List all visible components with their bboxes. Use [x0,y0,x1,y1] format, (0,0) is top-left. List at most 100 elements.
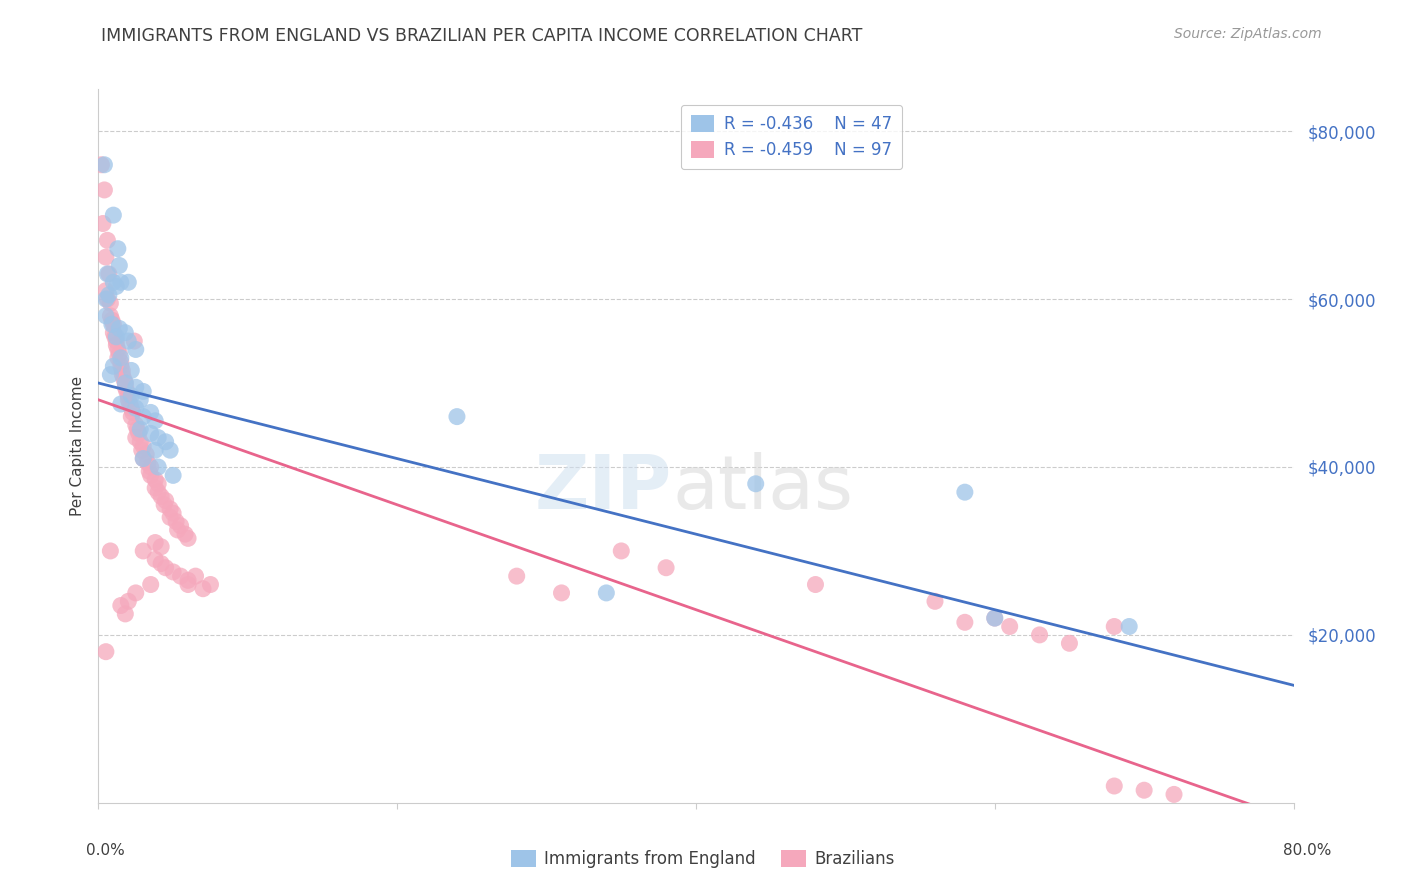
Point [96,292,118,306]
Point [174,527,197,541]
Point [112,372,135,386]
Point [98,544,122,558]
Point [159,443,181,458]
Point [94,645,117,659]
Point [177,574,200,588]
Point [104,330,127,344]
Point [97,267,120,281]
Point [143,473,166,487]
Point [136,456,159,470]
Point [139,460,162,475]
Point [155,560,177,574]
Point [103,359,125,374]
Point [131,443,153,458]
Point [155,493,177,508]
Point [148,476,170,491]
Point [114,607,136,621]
Point [804,577,827,591]
Point [177,532,200,546]
Point [114,376,136,390]
Point [162,565,184,579]
Point [117,392,139,407]
Point [96,267,118,281]
Point [177,577,200,591]
Point [1104,779,1126,793]
Point [129,434,152,449]
Point [120,363,142,377]
Point [143,535,166,549]
Text: ZIP: ZIP [534,452,672,525]
Point [1118,619,1140,633]
Point [94,250,117,264]
Point [169,518,191,533]
Point [90,158,112,172]
Point [150,489,173,503]
Point [132,439,155,453]
Point [101,313,124,327]
Point [139,405,162,419]
Point [162,468,184,483]
Point [110,275,132,289]
Point [110,599,132,613]
Point [148,431,170,445]
Point [165,515,187,529]
Point [108,346,131,360]
Point [120,401,142,416]
Text: 0.0%: 0.0% [86,843,125,858]
Point [128,426,150,441]
Point [111,363,134,377]
Point [125,343,148,357]
Text: 80.0%: 80.0% [1284,843,1331,858]
Point [125,417,148,432]
Point [93,158,115,172]
Point [96,233,118,247]
Legend: R = -0.436    N = 47, R = -0.459    N = 97: R = -0.436 N = 47, R = -0.459 N = 97 [681,104,903,169]
Point [103,318,125,332]
Point [98,368,122,382]
Point [166,523,188,537]
Y-axis label: Per Capita Income: Per Capita Income [69,376,84,516]
Point [114,376,136,390]
Point [103,326,125,340]
Point [120,409,142,424]
Point [446,409,468,424]
Point [984,611,1007,625]
Point [132,451,155,466]
Point [94,284,117,298]
Point [115,384,138,399]
Point [150,540,173,554]
Point [135,447,157,461]
Point [108,321,131,335]
Legend: Immigrants from England, Brazilians: Immigrants from England, Brazilians [505,843,901,875]
Point [132,384,155,399]
Point [93,183,115,197]
Point [155,434,177,449]
Point [129,392,152,407]
Text: Source: ZipAtlas.com: Source: ZipAtlas.com [1174,27,1322,41]
Point [506,569,529,583]
Point [191,582,214,596]
Point [105,334,128,348]
Point [127,422,149,436]
Point [200,577,222,591]
Point [1028,628,1050,642]
Text: IMMIGRANTS FROM ENGLAND VS BRAZILIAN PER CAPITA INCOME CORRELATION CHART: IMMIGRANTS FROM ENGLAND VS BRAZILIAN PER… [101,27,863,45]
Point [105,338,128,352]
Point [94,309,117,323]
Point [153,498,176,512]
Point [114,380,136,394]
Point [117,334,139,348]
Point [132,451,155,466]
Point [91,217,114,231]
Point [117,594,139,608]
Point [984,611,1007,625]
Point [117,389,139,403]
Point [595,586,617,600]
Point [105,330,128,344]
Point [655,560,678,574]
Point [125,586,148,600]
Point [110,397,132,411]
Point [953,615,976,630]
Point [143,443,166,458]
Point [998,619,1021,633]
